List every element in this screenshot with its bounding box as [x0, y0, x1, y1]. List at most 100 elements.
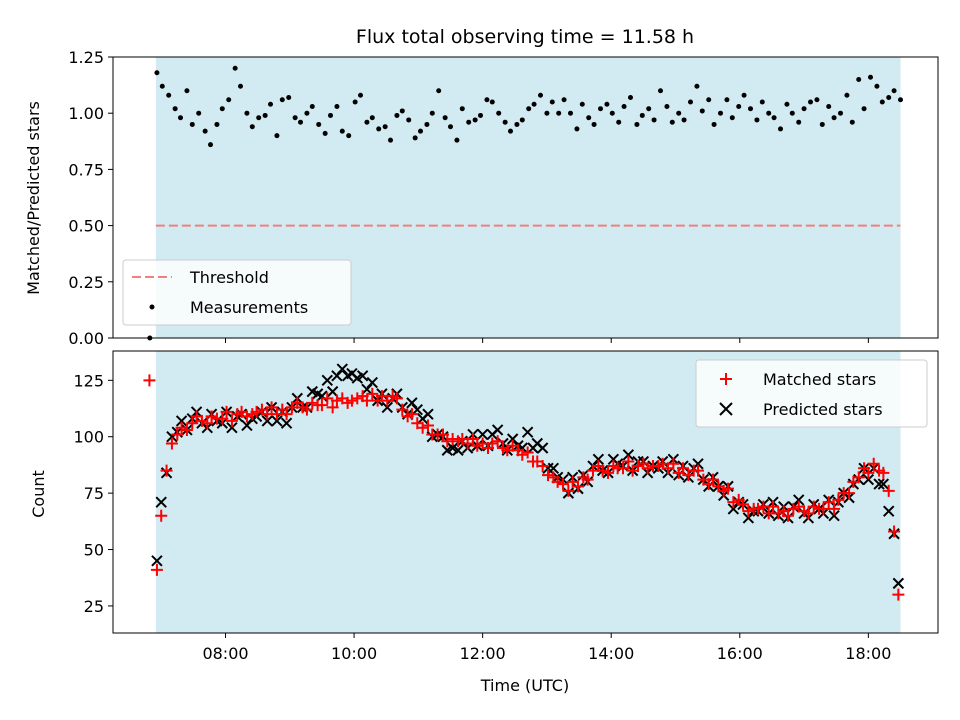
measurement-point [651, 117, 657, 123]
measurement-point [352, 99, 358, 105]
matched-marker [817, 502, 830, 515]
measurement-point [789, 110, 795, 116]
measurement-point [729, 115, 735, 121]
measurements-legend-swatch [149, 304, 155, 310]
predicted-marker [411, 403, 423, 416]
matched-marker [572, 480, 584, 493]
matched-marker [677, 462, 689, 475]
measurement-point [292, 115, 298, 121]
matched-marker [416, 421, 429, 434]
measurement-point [166, 92, 172, 98]
measurement-point [489, 99, 495, 105]
matched-marker [892, 588, 905, 601]
y-tick-label: 1.25 [68, 48, 104, 67]
measurement-point [699, 108, 705, 114]
matched-marker [486, 437, 499, 450]
measurement-point [874, 83, 880, 89]
predicted-marker [452, 444, 464, 456]
matched-marker [742, 505, 755, 518]
measurement-point [388, 137, 393, 143]
measurement-point [879, 99, 885, 105]
measurement-point [406, 117, 412, 123]
y-tick-label: 75 [84, 484, 104, 503]
measurement-point [898, 97, 903, 103]
measurement-point [238, 83, 243, 89]
measurement-point [609, 110, 615, 116]
matched-marker [471, 439, 484, 452]
matched-marker [390, 392, 403, 405]
measurement-point [262, 112, 268, 118]
measurement-point [766, 110, 772, 116]
measurement-point [459, 106, 465, 112]
measurement-point [268, 101, 273, 107]
matched-marker [396, 403, 409, 416]
x-axis-label: Time (UTC) [480, 676, 569, 695]
measurement-point [478, 112, 483, 118]
measurement-point [531, 101, 537, 107]
measurement-point [244, 110, 250, 116]
measurement-point [868, 74, 873, 80]
predicted-marker [521, 426, 534, 438]
measurement-point [664, 103, 670, 109]
measurement-point [831, 115, 837, 121]
measurement-point [339, 128, 345, 134]
predicted-legend-swatch [719, 402, 733, 416]
matched-marker [542, 469, 554, 482]
predicted-marker [622, 449, 635, 461]
measurements-legend-label: Measurements [190, 298, 308, 317]
matched-marker [216, 412, 229, 425]
measurement-point [849, 119, 855, 125]
matched-marker [828, 502, 841, 515]
measurement-point [646, 106, 652, 112]
matched-marker [602, 466, 614, 479]
matched-marker [225, 414, 238, 427]
measurement-point [219, 106, 225, 112]
matched-marker [201, 417, 214, 430]
measurement-point [694, 83, 700, 89]
predicted-marker [422, 408, 434, 420]
measurement-point [279, 97, 285, 103]
x-tick-label: 14:00 [588, 644, 634, 663]
matched-marker [326, 401, 339, 414]
y-tick-label: 1.00 [68, 104, 104, 123]
matched-marker [345, 394, 358, 407]
matched-marker [180, 423, 193, 436]
matched-marker [422, 419, 434, 432]
measurement-point [861, 106, 867, 112]
measurement-point [801, 106, 807, 112]
matched-marker [360, 394, 373, 407]
measurement-point [736, 103, 742, 109]
predicted-marker [536, 442, 549, 454]
matched-marker [205, 410, 218, 423]
y-tick-label: 0.50 [68, 217, 104, 236]
ratio-legend: Threshold Measurements [122, 259, 352, 326]
measurement-point [579, 101, 585, 107]
matched-marker [155, 509, 168, 522]
matched-marker [807, 500, 820, 513]
measurement-point [759, 99, 765, 105]
measurement-point [784, 101, 790, 107]
matched-marker [351, 392, 364, 405]
y-tick-label: 0.00 [68, 329, 104, 348]
measurement-point [256, 115, 262, 121]
matched-marker [143, 374, 156, 387]
measurement-point [298, 119, 303, 125]
matched-marker [265, 401, 278, 414]
measurement-point [196, 110, 202, 116]
threshold-legend-label: Threshold [189, 268, 269, 287]
matched-legend-swatch [720, 373, 732, 385]
measurement-point [424, 121, 430, 127]
measurement-point [549, 99, 555, 105]
measurement-point [754, 117, 760, 123]
measurement-point [369, 115, 375, 121]
predicted-marker [592, 453, 605, 465]
matched-marker [516, 448, 529, 461]
matched-marker [867, 457, 880, 470]
measurement-point [556, 110, 562, 116]
matched-marker [782, 509, 794, 522]
y-tick-label: 50 [84, 541, 104, 560]
matched-marker [175, 421, 188, 434]
matched-marker [727, 496, 740, 509]
x-tick-label: 08:00 [202, 644, 248, 663]
measurement-point [706, 97, 712, 103]
